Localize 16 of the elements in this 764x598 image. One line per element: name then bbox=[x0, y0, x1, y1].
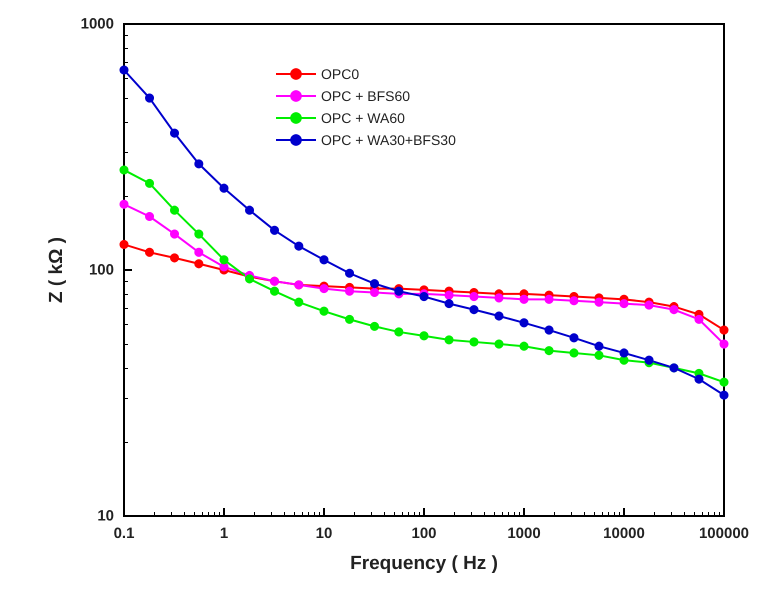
y-tick-label: 100 bbox=[88, 262, 114, 278]
x-tick-label: 1 bbox=[220, 525, 228, 542]
x-tick-label: 100 bbox=[411, 525, 437, 542]
legend-label: OPC + WA30+BFS30 bbox=[321, 132, 456, 148]
x-axis-title: Frequency ( Hz ) bbox=[350, 553, 498, 574]
legend-label: OPC + WA60 bbox=[321, 110, 406, 126]
legend-label: OPC + BFS60 bbox=[321, 88, 410, 104]
x-tick-label: 0.1 bbox=[114, 525, 134, 542]
y-axis-title: Z ( kΩ ) bbox=[46, 237, 67, 303]
x-tick-label: 1000 bbox=[507, 525, 541, 542]
y-tick-label: 10 bbox=[97, 508, 114, 524]
x-tick-label: 10 bbox=[316, 525, 332, 542]
x-tick-label: 10000 bbox=[603, 525, 645, 542]
y-tick-label: 1000 bbox=[80, 16, 114, 32]
x-tick-label: 100000 bbox=[698, 525, 750, 542]
legend-label: OPC0 bbox=[321, 66, 360, 82]
